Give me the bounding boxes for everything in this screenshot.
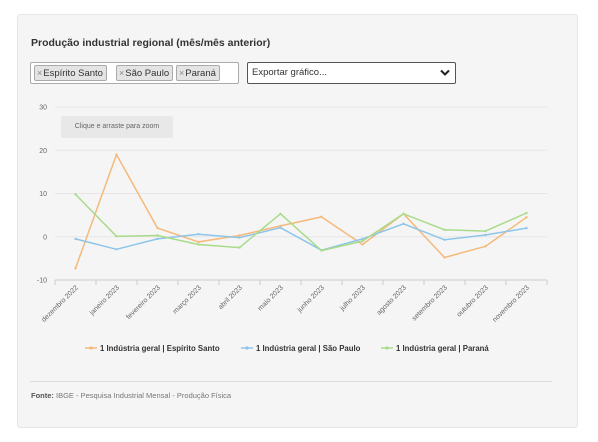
chip-parana[interactable]: ×Paraná <box>176 65 220 81</box>
x-tick-label: fevereiro 2023 <box>125 284 162 321</box>
y-axis: -10 0 10 20 30 <box>37 105 47 285</box>
x-axis: dezembro 2022 janeiro 2023 fevereiro 2023 m… <box>41 280 548 324</box>
y-tick-label: -10 <box>37 278 47 285</box>
data-point[interactable] <box>484 229 487 233</box>
legend-item[interactable]: 1 Indústria geral | Espírito Santo <box>100 344 220 353</box>
data-point[interactable] <box>74 237 77 241</box>
remove-chip-icon[interactable]: × <box>119 68 125 78</box>
y-tick-label: 0 <box>43 234 47 241</box>
data-point[interactable] <box>197 240 200 244</box>
data-point[interactable] <box>484 245 487 248</box>
x-tick-label: julho 2023 <box>338 284 367 313</box>
export-select[interactable]: Exportar gráfico... <box>247 62 456 84</box>
series-line[interactable] <box>74 193 527 252</box>
remove-chip-icon[interactable]: × <box>179 68 185 78</box>
x-tick-label: dezembro 2022 <box>41 284 80 323</box>
x-tick-label: setembro 2023 <box>411 284 449 322</box>
data-point[interactable] <box>115 235 118 238</box>
data-point[interactable] <box>320 249 323 252</box>
chart-title: Produção industrial regional (mês/mês an… <box>31 37 271 49</box>
data-point[interactable] <box>443 256 446 259</box>
grid-lines <box>55 106 547 281</box>
chip-espirito-santo[interactable]: ×Espírito Santo <box>34 65 107 81</box>
data-point[interactable] <box>74 267 77 270</box>
source-label: Fonte: <box>31 391 54 400</box>
x-tick-label: novembro 2023 <box>492 284 531 323</box>
data-point[interactable] <box>361 243 364 246</box>
data-point[interactable] <box>279 224 282 228</box>
data-point[interactable] <box>361 237 364 241</box>
data-point[interactable] <box>279 212 282 216</box>
source-note: Fonte: IBGE - Pesquisa Industrial Mensal… <box>31 391 231 400</box>
legend-item[interactable]: 1 Indústria geral | Paraná <box>396 344 489 353</box>
data-point[interactable] <box>525 211 528 215</box>
source-text: IBGE - Pesquisa Industrial Mensal - Prod… <box>56 391 232 400</box>
footer-divider <box>30 381 552 382</box>
legend-item[interactable]: 1 Indústria geral | São Paulo <box>256 344 361 353</box>
series-lines[interactable] <box>74 153 528 270</box>
data-point[interactable] <box>525 226 528 230</box>
data-point[interactable] <box>115 153 118 156</box>
x-tick-label: agosto 2023 <box>376 284 408 316</box>
legend[interactable]: 1 Indústria geral | Espírito Santo 1 Indú… <box>85 344 489 353</box>
y-tick-label: 20 <box>39 148 47 155</box>
legend-marker <box>89 346 93 350</box>
data-point[interactable] <box>238 234 241 237</box>
y-tick-label: 30 <box>39 105 47 112</box>
data-point[interactable] <box>402 212 405 216</box>
chevron-down-icon <box>440 69 450 76</box>
chip-label: Paraná <box>185 68 216 79</box>
legend-marker <box>245 346 249 350</box>
data-point[interactable] <box>402 222 405 225</box>
remove-chip-icon[interactable]: × <box>37 68 43 78</box>
legend-marker <box>385 346 389 350</box>
series-line[interactable] <box>74 153 527 269</box>
data-point[interactable] <box>320 215 323 219</box>
data-point[interactable] <box>238 236 241 239</box>
x-tick-label: junho 2023 <box>296 284 326 314</box>
chip-label: São Paulo <box>125 68 170 79</box>
x-tick-label: maio 2023 <box>257 284 285 312</box>
chip-label: Espírito Santo <box>43 68 103 79</box>
x-tick-label: janeiro 2023 <box>88 284 121 317</box>
x-tick-label: outubro 2023 <box>456 284 490 318</box>
zoom-hint: Clique e arraste para zoom <box>61 116 173 138</box>
data-point[interactable] <box>484 233 487 237</box>
data-point[interactable] <box>74 193 77 196</box>
data-point[interactable] <box>443 228 446 232</box>
chart-card: Produção industrial regional (mês/mês an… <box>17 14 578 428</box>
data-point[interactable] <box>361 239 364 243</box>
data-point[interactable] <box>443 238 446 241</box>
data-point[interactable] <box>279 226 282 229</box>
data-point[interactable] <box>525 216 528 219</box>
series-line[interactable] <box>75 223 527 251</box>
data-point[interactable] <box>156 234 159 237</box>
data-point[interactable] <box>238 246 241 249</box>
chip-sao-paulo[interactable]: ×São Paulo <box>116 65 174 81</box>
x-tick-label: abril 2023 <box>217 284 244 311</box>
y-tick-label: 10 <box>39 191 47 198</box>
x-tick-label: março 2023 <box>172 284 203 315</box>
data-point[interactable] <box>197 243 200 246</box>
data-point[interactable] <box>115 248 118 251</box>
data-point[interactable] <box>156 226 159 230</box>
region-multiselect[interactable]: ×Espírito Santo ×São Paulo ×Paraná <box>30 62 239 84</box>
data-point[interactable] <box>156 237 159 241</box>
export-select-value: Exportar gráfico... <box>252 67 327 78</box>
data-point[interactable] <box>197 232 200 236</box>
